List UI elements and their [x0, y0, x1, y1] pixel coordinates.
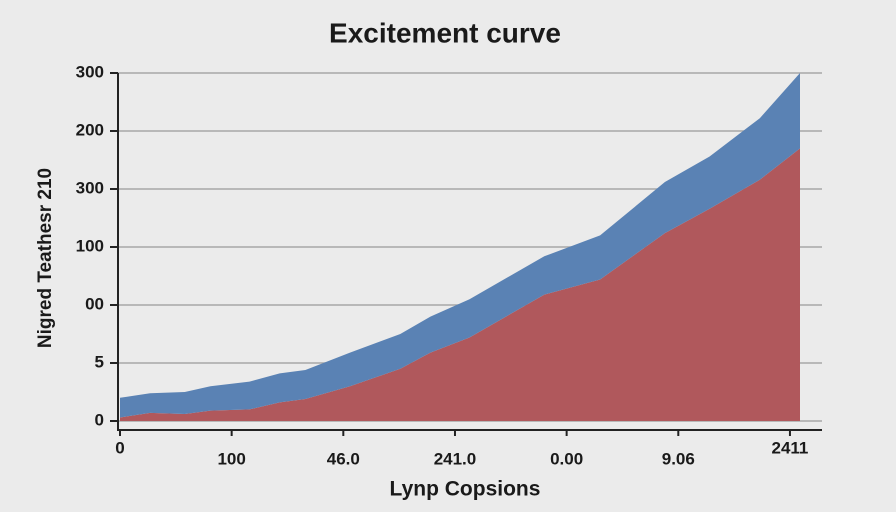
x-tick-label: 9.06 — [662, 449, 695, 468]
x-tick-label: 0 — [115, 438, 124, 457]
x-tick-label: 241.0 — [434, 449, 477, 468]
y-tick-label: 300 — [76, 62, 104, 81]
x-axis-label: Lynp Copsions — [390, 478, 541, 501]
y-tick-label: 300 — [76, 178, 104, 197]
x-tick-label: 0.00 — [550, 449, 583, 468]
y-tick-label: 0 — [95, 410, 104, 429]
y-axis-label: Nigred Teathesr 210 — [35, 168, 56, 348]
x-tick-label: 2411 — [772, 438, 809, 457]
y-tick-label: 200 — [76, 120, 104, 139]
area — [120, 148, 800, 421]
y-tick-label: 5 — [95, 352, 104, 371]
y-tick-label: 100 — [76, 236, 104, 255]
x-tick-label: 100 — [217, 449, 245, 468]
y-tick-label: 00 — [85, 294, 104, 313]
x-tick-label: 46.0 — [327, 449, 360, 468]
chart-title: Excitement curve — [329, 17, 561, 48]
